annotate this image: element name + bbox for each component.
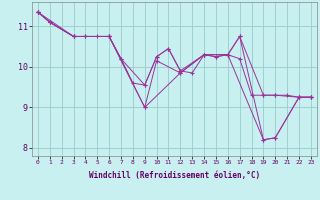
- X-axis label: Windchill (Refroidissement éolien,°C): Windchill (Refroidissement éolien,°C): [89, 171, 260, 180]
